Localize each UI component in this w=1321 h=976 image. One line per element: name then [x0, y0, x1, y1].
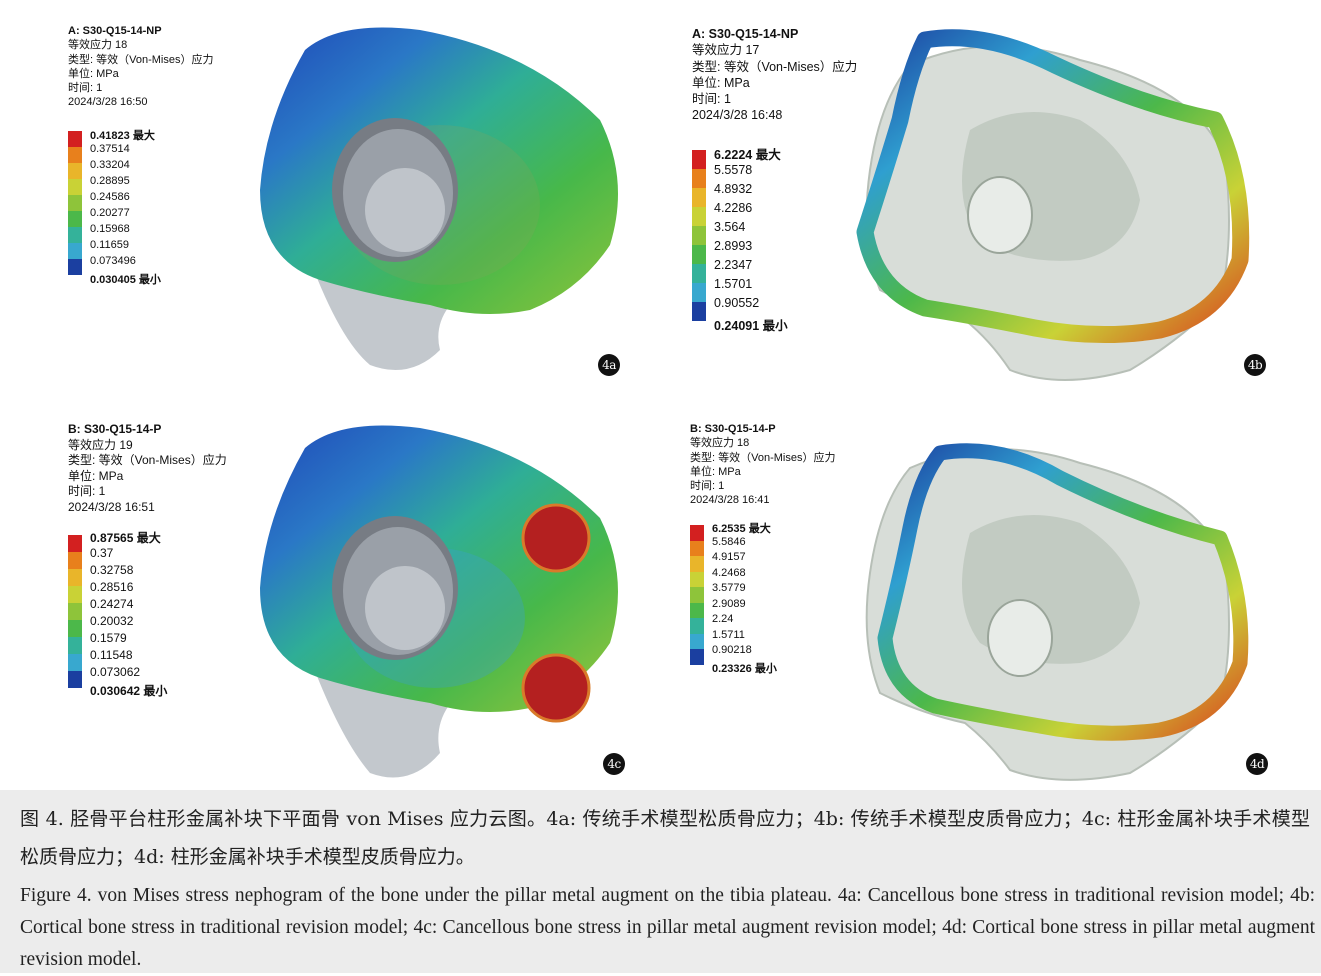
info-line: 类型: 等效（Von-Mises）应力: [692, 59, 858, 74]
info-line: 时间: 1: [692, 92, 731, 106]
result-info-4a: A: S30-Q15-14-NP 等效应力 18 类型: 等效（Von-Mise…: [68, 24, 213, 110]
legend-value: 0.90218: [712, 644, 752, 656]
info-line: 时间: 1: [690, 480, 725, 493]
figure-area: A: S30-Q15-14-NP 等效应力 18 类型: 等效（Von-Mise…: [10, 10, 1300, 788]
legend-max-value: 6.2535 最大: [712, 523, 771, 535]
legend-value: 4.8932: [714, 182, 753, 196]
panel-label-4a: 4a: [598, 354, 620, 376]
legend-min-value: 0.030642 最小: [90, 684, 168, 698]
legend-value: 0.11659: [90, 239, 129, 251]
info-line: 单位: MPa: [68, 468, 124, 483]
legend-max-value: 0.41823 最大: [90, 130, 155, 142]
legend-value: 2.8993: [714, 239, 753, 253]
info-line: 类型: 等效（Von-Mises）应力: [690, 451, 836, 464]
legend-value: 0.33204: [90, 159, 130, 171]
cortical-bone-model-4d: [865, 443, 1249, 781]
legend-value: 0.37: [90, 546, 114, 560]
panel-label-4d: 4d: [1246, 753, 1268, 775]
info-line: 类型: 等效（Von-Mises）应力: [68, 53, 214, 66]
legend-value: 4.2468: [712, 566, 746, 579]
legend-max-value: 6.2224 最大: [714, 148, 781, 162]
info-line: 时间: 1: [68, 484, 106, 499]
legend-value: 0.24274: [90, 597, 134, 611]
legend-value: 5.5578: [714, 163, 753, 177]
legend-value: 1.5711: [712, 628, 745, 641]
legend-value: 0.37514: [90, 143, 130, 155]
info-line: 2024/3/28 16:50: [68, 96, 148, 109]
info-line: 等效应力 18: [68, 39, 128, 52]
legend-min-value: 0.23326 最小: [712, 662, 777, 675]
legend-value: 4.2286: [714, 201, 753, 215]
legend-value: 0.11548: [90, 648, 133, 662]
info-line: 单位: MPa: [68, 67, 119, 80]
figure-caption: 图 4. 胫骨平台柱形金属补块下平面骨 von Mises 应力云图。4a: 传…: [0, 790, 1321, 973]
legend-value: 3.564: [714, 220, 746, 234]
info-line: 等效应力 17: [692, 43, 760, 58]
model-name: A: S30-Q15-14-NP: [692, 27, 799, 41]
legend-min-value: 0.030405 最小: [90, 274, 161, 286]
info-line: 时间: 1: [68, 82, 103, 95]
legend-value: 5.5846: [712, 535, 746, 548]
info-line: 等效应力 18: [690, 437, 750, 450]
info-line: 类型: 等效（Von-Mises）应力: [68, 453, 227, 468]
legend-value: 2.2347: [714, 258, 753, 272]
legend-value: 0.28516: [90, 580, 134, 594]
legend-value: 1.5701: [714, 277, 753, 291]
legend-max-value: 0.87565 最大: [90, 531, 161, 545]
caption-chinese: 图 4. 胫骨平台柱形金属补块下平面骨 von Mises 应力云图。4a: 传…: [20, 808, 1310, 868]
legend-value: 0.20277: [90, 207, 130, 219]
legend-value: 0.073062: [90, 665, 141, 679]
legend-value: 3.5779: [712, 582, 746, 594]
cancellous-bone-model-4a: [260, 27, 618, 370]
result-info-4d: B: S30-Q15-14-P 等效应力 18 类型: 等效（Von-Mises…: [690, 422, 835, 508]
legend-value: 0.15968: [90, 223, 130, 235]
legend-value: 0.90552: [714, 296, 760, 310]
legend-min-value: 0.24091 最小: [714, 319, 788, 333]
cortical-bone-model-4b: [856, 29, 1250, 381]
caption-english: Figure 4. von Mises stress nephogram of …: [20, 885, 1315, 970]
legend-value: 0.1579: [90, 631, 127, 645]
cancellous-bone-model-4c: [260, 425, 618, 778]
legend-value: 2.24: [712, 613, 734, 625]
legend-value: 0.073496: [90, 255, 136, 267]
panel-label-4b: 4b: [1244, 354, 1266, 376]
legend-value: 2.9089: [712, 597, 746, 610]
legend-value: 0.20032: [90, 614, 134, 628]
panel-4b: A: S30-Q15-14-NP 等效应力 17 类型: 等效（Von-Mise…: [660, 10, 1300, 390]
panel-4d: B: S30-Q15-14-P 等效应力 18 类型: 等效（Von-Mises…: [660, 408, 1300, 788]
result-info-4c: B: S30-Q15-14-P 等效应力 19 类型: 等效（Von-Mises…: [68, 422, 227, 516]
legend-value: 0.24586: [90, 191, 130, 203]
panel-4c: B: S30-Q15-14-P 等效应力 19 类型: 等效（Von-Mises…: [10, 408, 650, 788]
info-line: 2024/3/28 16:41: [690, 494, 770, 507]
model-name: B: S30-Q15-14-P: [68, 422, 162, 436]
panel-4a: A: S30-Q15-14-NP 等效应力 18 类型: 等效（Von-Mise…: [10, 10, 650, 390]
info-line: 2024/3/28 16:48: [692, 108, 783, 123]
panel-label-4c: 4c: [603, 753, 625, 775]
model-name: A: S30-Q15-14-NP: [68, 25, 162, 37]
info-line: 等效应力 19: [68, 437, 133, 452]
model-name: B: S30-Q15-14-P: [690, 423, 776, 435]
result-info-4b: A: S30-Q15-14-NP 等效应力 17 类型: 等效（Von-Mise…: [692, 26, 857, 124]
legend-value: 0.28895: [90, 175, 130, 187]
info-line: 单位: MPa: [692, 75, 750, 90]
legend-value: 0.32758: [90, 563, 134, 577]
info-line: 2024/3/28 16:51: [68, 499, 155, 514]
legend-value: 4.9157: [712, 551, 746, 563]
info-line: 单位: MPa: [690, 465, 741, 478]
